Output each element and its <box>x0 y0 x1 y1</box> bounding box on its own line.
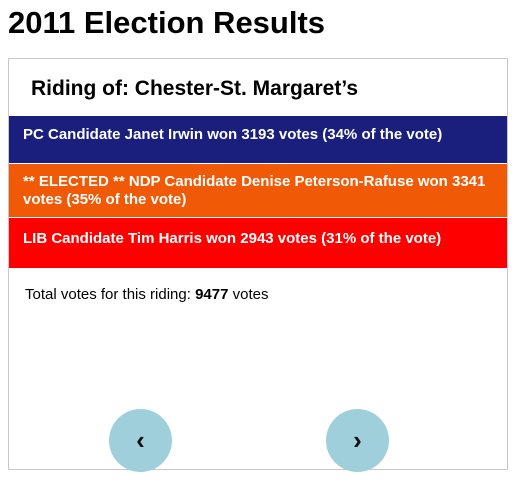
candidate-result-text: PC Candidate Janet Irwin won 3193 votes … <box>23 126 443 143</box>
candidate-row-pc: PC Candidate Janet Irwin won 3193 votes … <box>9 116 507 163</box>
candidate-row-ndp: ** ELECTED ** NDP Candidate Denise Peter… <box>9 164 507 217</box>
previous-button[interactable]: ‹ <box>109 409 172 472</box>
candidate-result-text: LIB Candidate Tim Harris won 2943 votes … <box>23 230 442 247</box>
candidate-result-text: ** ELECTED ** NDP Candidate Denise Peter… <box>23 172 486 208</box>
total-votes-unit: votes <box>232 286 269 303</box>
total-votes: Total votes for this riding: 9477 votes <box>25 286 269 304</box>
next-button[interactable]: › <box>326 409 389 472</box>
chevron-right-icon: › <box>353 425 362 455</box>
page-title: 2011 Election Results <box>8 5 326 40</box>
total-votes-value: 9477 <box>195 286 229 303</box>
chevron-left-icon: ‹ <box>136 425 145 455</box>
candidate-row-lib: LIB Candidate Tim Harris won 2943 votes … <box>9 218 507 268</box>
riding-title: Riding of: Chester-St. Margaret’s <box>31 77 359 100</box>
riding-results-panel: Riding of: Chester-St. Margaret’s PC Can… <box>8 58 508 472</box>
total-votes-label: Total votes for this riding: <box>25 286 191 303</box>
